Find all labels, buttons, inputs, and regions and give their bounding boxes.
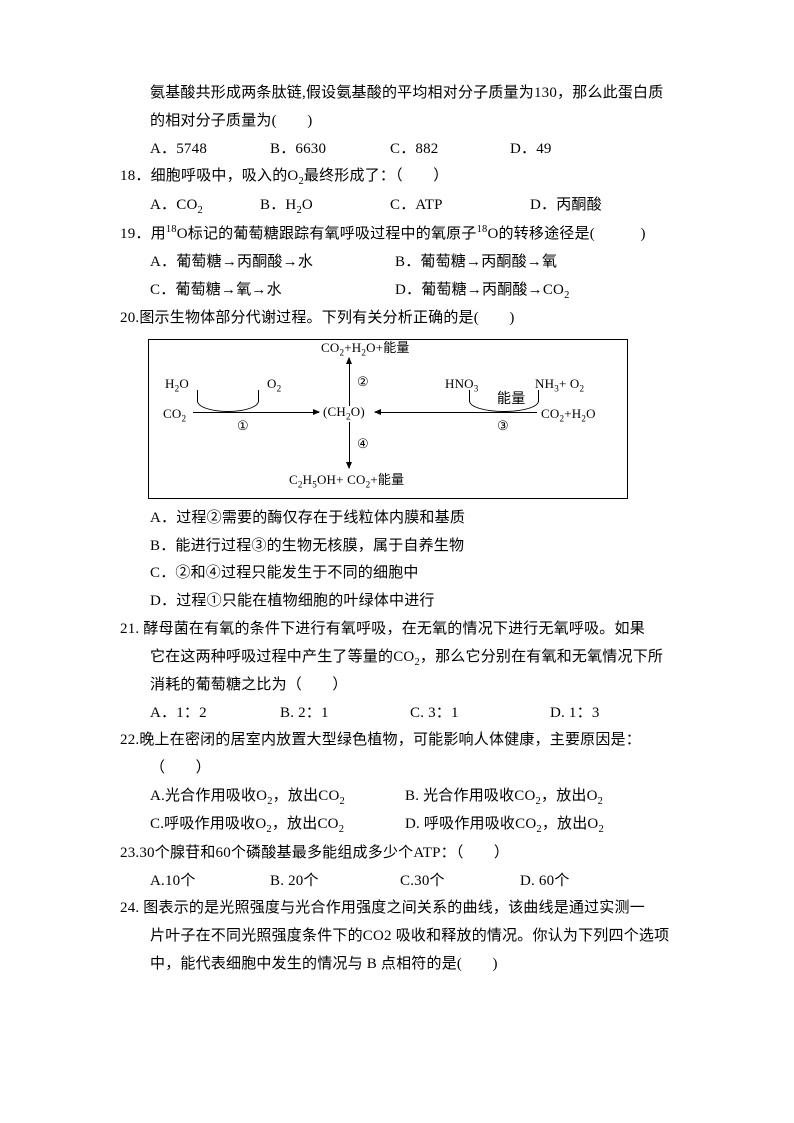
curve-3 bbox=[469, 390, 539, 412]
q19-opt-b: B．葡萄糖→丙酮酸→氧 bbox=[365, 249, 557, 277]
arrow-1-icon bbox=[193, 412, 319, 413]
q22-opt-a: A.光合作用吸收O2，放出CO2 bbox=[120, 783, 375, 811]
q17-options: A．5748 B．6630 C．882 D．49 bbox=[120, 136, 684, 164]
q20-opt-b: B．能进行过程③的生物无核膜，属于自养生物 bbox=[120, 533, 684, 561]
q19-opt-d: D．葡萄糖→丙酮酸→CO2 bbox=[365, 277, 570, 305]
diagram-top-label: CO2+H2O+能量 bbox=[321, 340, 410, 359]
curve-1 bbox=[197, 390, 259, 412]
co2-left-label: CO2 bbox=[163, 406, 186, 425]
q24-l1: 24. 图表示的是光照强度与光合作用强度之间关系的曲线，该曲线是通过实测一 bbox=[120, 895, 684, 923]
q22-l2: （ ） bbox=[120, 755, 684, 783]
diagram-bottom-label: C2H5OH+ CO2+能量 bbox=[289, 472, 404, 491]
q21-l2: 它在这两种呼吸过程中产生了等量的CO2，那么它分别在有氧和无氧情况下所 bbox=[120, 644, 684, 672]
ch2o-label: (CH2O) bbox=[323, 404, 365, 423]
q17-opt-a: A．5748 bbox=[120, 136, 240, 164]
q19-row2: C．葡萄糖→氧→水 D．葡萄糖→丙酮酸→CO2 bbox=[120, 277, 684, 305]
q17-opt-d: D．49 bbox=[480, 136, 600, 164]
q22-opt-b: B. 光合作用吸收CO2，放出O2 bbox=[375, 783, 603, 811]
circ1: ① bbox=[237, 418, 249, 434]
q21-opt-b: B. 2：1 bbox=[250, 700, 380, 728]
q21-options: A．1：2 B. 2：1 C. 3：1 D. 1：3 bbox=[120, 700, 684, 728]
q17-line1: 氨基酸共形成两条肽链,假设氨基酸的平均相对分子质量为130，那么此蛋白质 bbox=[120, 80, 684, 108]
q19-opt-a: A．葡萄糖→丙酮酸→水 bbox=[120, 249, 365, 277]
q17-line2: 的相对分子质量为( ) bbox=[120, 108, 684, 136]
q21-opt-c: C. 3：1 bbox=[380, 700, 520, 728]
q18-opt-c: C．ATP bbox=[360, 192, 500, 220]
q23-stem: 23.30个腺苷和60个磷酸基最多能组成多少个ATP：（ ） bbox=[120, 840, 684, 868]
nh3-label: NH3+ O2 bbox=[535, 376, 584, 395]
q23-options: A.10个 B. 20个 C.30个 D. 60个 bbox=[120, 868, 684, 896]
q21-l1: 21. 酵母菌在有氧的条件下进行有氧呼吸，在无氧的情况下进行无氧呼吸。如果 bbox=[120, 616, 684, 644]
q22-opt-c: C.呼吸作用吸收O2，放出CO2 bbox=[120, 811, 375, 839]
q18-opt-a: A．CO2 bbox=[120, 192, 230, 220]
q21-opt-a: A．1：2 bbox=[120, 700, 250, 728]
q22-opt-d: D. 呼吸作用吸收CO2，放出O2 bbox=[375, 811, 604, 839]
q20-opt-c: C．②和④过程只能发生于不同的细胞中 bbox=[120, 560, 684, 588]
q18-stem: 18．细胞呼吸中，吸入的O2最终形成了：（ ） bbox=[120, 163, 684, 191]
q22-l1: 22.晚上在密闭的居室内放置大型绿色植物，可能影响人体健康，主要原因是： bbox=[120, 727, 684, 755]
q19-stem: 19．用18O标记的葡萄糖跟踪有氧呼吸过程中的氧原子18O的转移途径是( ) bbox=[120, 220, 684, 249]
q22-row1: A.光合作用吸收O2，放出CO2 B. 光合作用吸收CO2，放出O2 bbox=[120, 783, 684, 811]
q24-l3: 中，能代表细胞中发生的情况与 B 点相符的是( ) bbox=[120, 951, 684, 979]
q19-row1: A．葡萄糖→丙酮酸→水 B．葡萄糖→丙酮酸→氧 bbox=[120, 249, 684, 277]
q19-opt-c: C．葡萄糖→氧→水 bbox=[120, 277, 365, 305]
h2o-label: H2O bbox=[165, 376, 189, 395]
q18-options: A．CO2 B．H2O C．ATP D．丙酮酸 bbox=[120, 192, 684, 220]
o2-label: O2 bbox=[267, 376, 281, 395]
arrow-up-icon bbox=[349, 358, 350, 406]
q20-opt-a: A．过程②需要的酶仅存在于线粒体内膜和基质 bbox=[120, 505, 684, 533]
q20-opt-d: D．过程①只能在植物细胞的叶绿体中进行 bbox=[120, 588, 684, 616]
q17-opt-c: C．882 bbox=[360, 136, 480, 164]
q21-opt-d: D. 1：3 bbox=[520, 700, 640, 728]
circ2: ② bbox=[357, 374, 369, 390]
q20-diagram: CO2+H2O+能量 ② H2O O2 CO2 ① (CH2O) HNO3 NH… bbox=[148, 339, 628, 499]
circ4: ④ bbox=[357, 436, 369, 452]
arrow-3-icon bbox=[375, 412, 537, 413]
q21-l3: 消耗的葡萄糖之比为（ ） bbox=[120, 672, 684, 700]
q23-opt-b: B. 20个 bbox=[240, 868, 370, 896]
q23-opt-a: A.10个 bbox=[120, 868, 240, 896]
q18-opt-b: B．H2O bbox=[230, 192, 360, 220]
q22-row2: C.呼吸作用吸收O2，放出CO2 D. 呼吸作用吸收CO2，放出O2 bbox=[120, 811, 684, 839]
arrow-down-icon bbox=[349, 422, 350, 468]
q24-l2: 片叶子在不同光照强度条件下的CO2 吸收和释放的情况。你认为下列四个选项 bbox=[120, 923, 684, 951]
circ3: ③ bbox=[497, 418, 509, 434]
q23-opt-c: C.30个 bbox=[370, 868, 490, 896]
q20-stem: 20.图示生物体部分代谢过程。下列有关分析正确的是( ) bbox=[120, 305, 684, 333]
q23-opt-d: D. 60个 bbox=[490, 868, 610, 896]
q18-opt-d: D．丙酮酸 bbox=[500, 192, 620, 220]
q18-stem-pre: 18．细胞呼吸中，吸入的O bbox=[120, 168, 298, 184]
q18-stem-post: 最终形成了：（ ） bbox=[304, 168, 449, 184]
co2h2o-right-label: CO2+H2O bbox=[541, 406, 596, 425]
q17-opt-b: B．6630 bbox=[240, 136, 360, 164]
